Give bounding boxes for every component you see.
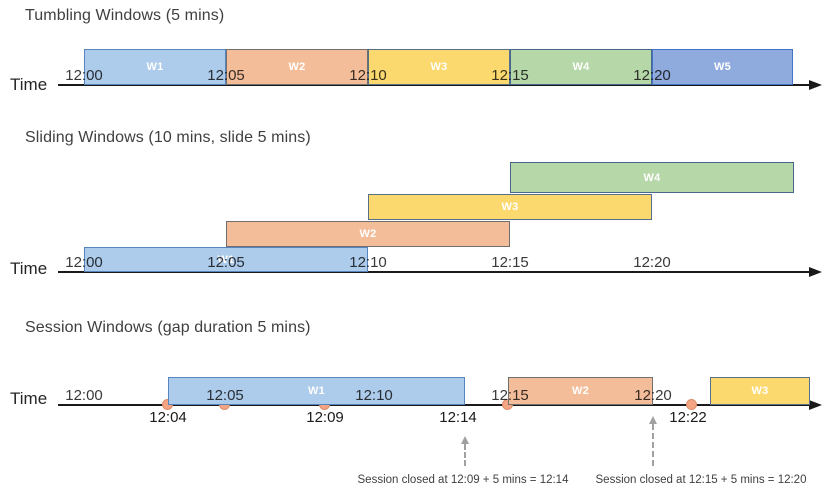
axis-tick-label: 12:05 <box>207 67 245 84</box>
annotation-arrow-head <box>649 416 657 424</box>
time-axis-line <box>58 84 810 86</box>
window-box-w4: W4 <box>510 49 652 85</box>
axis-tick-label: 12:15 <box>491 254 529 271</box>
window-label: W2 <box>359 228 377 240</box>
event-dot <box>219 399 230 410</box>
window-label: W2 <box>288 61 306 73</box>
window-label: W5 <box>713 61 732 73</box>
window-label: W4 <box>572 61 590 73</box>
event-dot <box>319 399 330 410</box>
window-box-w2: W2 <box>226 49 368 85</box>
event-dot <box>686 399 697 410</box>
window-box-w1: W1 <box>84 49 226 85</box>
event-time-label: 12:09 <box>306 409 344 426</box>
window-box-w4: W4 <box>510 162 794 193</box>
axis-tick-label: 12:10 <box>355 387 393 404</box>
event-time-label: 12:22 <box>669 409 707 426</box>
event-dot <box>502 399 513 410</box>
window-label: W4 <box>643 171 661 184</box>
time-axis-line <box>58 404 810 406</box>
window-box-w1: W1 <box>168 377 465 405</box>
time-axis-label: Time <box>10 389 48 408</box>
axis-tick-label: 12:00 <box>65 254 103 271</box>
section-title: Sliding Windows (10 mins, slide 5 mins) <box>25 129 311 146</box>
window-label: W1 <box>146 61 164 73</box>
window-box-w3: W3 <box>710 377 810 405</box>
window-box-w3: W3 <box>368 49 510 85</box>
window-label: W1 <box>217 253 235 266</box>
window-label: W3 <box>751 385 769 397</box>
time-axis-label: Time <box>10 259 48 278</box>
axis-tick-label: 12:20 <box>634 387 672 404</box>
axis-tick-label: 12:05 <box>206 387 244 404</box>
event-time-label: 12:04 <box>149 409 187 426</box>
window-box-w1: W1 <box>84 247 368 272</box>
window-box-w3: W3 <box>368 194 652 220</box>
axis-tick-label: 12:10 <box>349 254 387 271</box>
window-label: W1 <box>307 385 326 397</box>
window-label: W3 <box>501 201 519 213</box>
axis-tick-label: 12:20 <box>633 254 671 271</box>
annotation-arrow-line <box>464 444 466 466</box>
axis-tick-label: 12:05 <box>207 254 245 271</box>
axis-tick-label: 12:00 <box>65 67 103 84</box>
window-box-w5: W5 <box>652 49 793 85</box>
window-box-w2: W2 <box>226 221 510 247</box>
event-dot <box>162 399 173 410</box>
section-title: Tumbling Windows (5 mins) <box>25 7 225 24</box>
time-axis-arrowhead <box>809 400 822 410</box>
section-title: Session Windows (gap duration 5 mins) <box>25 319 311 336</box>
annotation-arrow-line <box>652 424 654 466</box>
axis-tick-label: 12:15 <box>491 67 529 84</box>
window-label: W3 <box>430 61 448 73</box>
axis-tick-label: 12:15 <box>491 387 529 404</box>
time-axis-arrowhead <box>809 267 822 277</box>
axis-tick-label: 12:00 <box>65 387 103 404</box>
window-label: W2 <box>571 385 590 397</box>
axis-tick-label: 12:20 <box>633 67 671 84</box>
time-axis-arrowhead <box>809 80 822 90</box>
axis-tick-label: 12:10 <box>349 67 387 84</box>
session-closed-annotation: Session closed at 12:15 + 5 mins = 12:20 <box>595 474 807 486</box>
session-closed-annotation: Session closed at 12:09 + 5 mins = 12:14 <box>357 474 569 486</box>
annotation-arrow-head <box>461 436 469 444</box>
event-time-label: 12:14 <box>439 409 477 426</box>
window-box-w2: W2 <box>508 377 653 405</box>
time-axis-label: Time <box>10 75 48 94</box>
time-axis-line <box>58 271 810 273</box>
